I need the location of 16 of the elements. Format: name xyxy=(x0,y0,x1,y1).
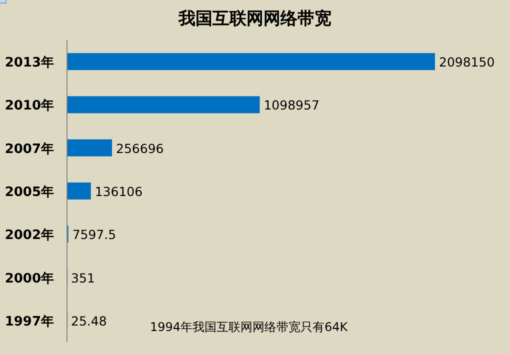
data-label: 25.48 xyxy=(71,313,107,328)
data-label: 136106 xyxy=(94,184,143,199)
data-label: 1098957 xyxy=(264,98,320,113)
y-tick-label: 1997年 xyxy=(4,314,54,330)
y-tick-label: 2013年 xyxy=(4,56,54,71)
data-label: 351 xyxy=(71,270,95,286)
y-tick-label: 2002年 xyxy=(4,228,54,244)
y-tick-label: 2005年 xyxy=(4,185,54,200)
data-label: 256696 xyxy=(116,140,164,156)
y-tick-label: 2010年 xyxy=(4,98,54,114)
data-label: 2098150 xyxy=(439,54,495,70)
data-label: 7597.5 xyxy=(72,227,116,242)
chart-title: 我国互联网网络带宽 xyxy=(178,9,332,29)
annotation: 1994年我国互联网网络带宽只有64K xyxy=(150,320,349,334)
y-tick-label: 2000年 xyxy=(4,271,54,286)
y-tick-label: 2007年 xyxy=(4,142,54,157)
